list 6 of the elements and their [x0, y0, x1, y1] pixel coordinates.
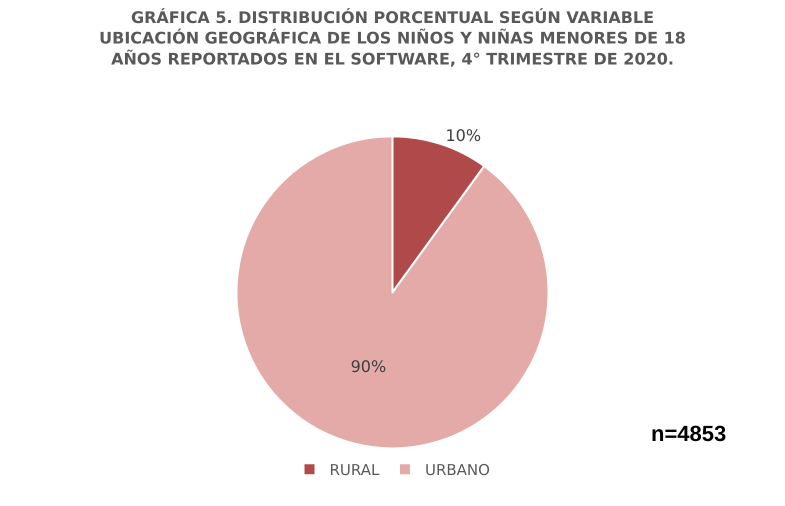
data-label: 90%: [350, 357, 386, 376]
legend-label: RURAL: [330, 461, 380, 480]
chart-title: GRÁFICA 5. DISTRIBUCIÓN PORCENTUAL SEGÚN VARIABLE UBICACIÓN GEOGRÁFICA DE LOS NIÑOS Y NIÑAS MENORES DE 18 AÑOS REPORTADOS EN EL SOFTWARE, 4° TRIMESTRE DE 2020.: [99, 8, 686, 68]
data-label: 10%: [445, 126, 482, 145]
text: n=4853: [651, 421, 726, 446]
legend-label: URBANO: [424, 461, 490, 480]
